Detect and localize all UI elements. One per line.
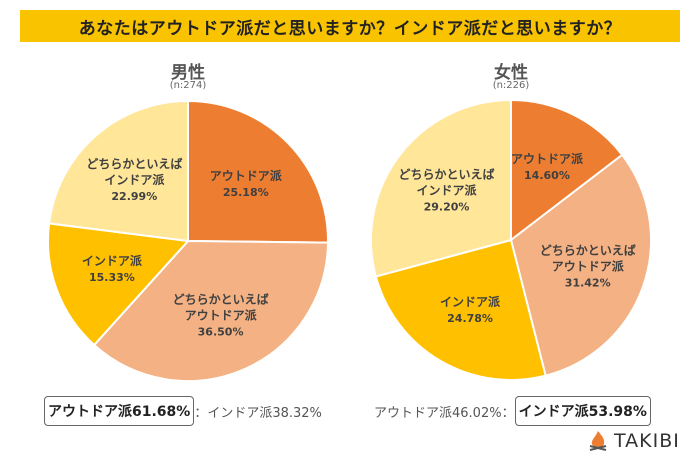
slice-label: どちらかといえばアウトドア派 31.42%: [540, 243, 636, 290]
pie-slice: [47, 222, 191, 347]
male-outdoor-total: アウトドア派61.68%: [44, 396, 195, 426]
takibi-logo: TAKIBI: [588, 430, 680, 452]
logo-text: TAKIBI: [614, 430, 680, 452]
male-chart-title: 男性: [171, 63, 205, 83]
pie-slice: [374, 238, 547, 381]
slice-label: インドア派 24.78%: [440, 295, 501, 325]
pie-slice: [187, 99, 329, 244]
slice-label: アウトドア派 14.60%: [511, 152, 584, 182]
pie-slice: [510, 98, 624, 243]
slice-label: どちらかといえばインドア派 29.20%: [399, 167, 495, 214]
slice-label: インドア派 15.33%: [82, 254, 143, 284]
title-bar: あなたはアウトドア派だと思いますか？インドア派だと思いますか？: [20, 10, 680, 42]
male-chart-subtitle: (n:274): [169, 80, 207, 91]
slice-label: アウトドア派 25.18%: [210, 169, 283, 199]
slice-label: どちらかといえばインドア派 22.99%: [86, 156, 182, 203]
female-indoor-total: インドア派53.98%: [514, 396, 651, 426]
page-title: あなたはアウトドア派だと思いますか？インドア派だと思いますか？: [78, 18, 622, 39]
pie-slice: [47, 99, 189, 243]
pie-slice: [509, 153, 652, 377]
pie-slice: [92, 239, 330, 382]
female-chart-subtitle: (n:226): [492, 80, 530, 91]
slice-label: どちらかといえばアウトドア派 36.50%: [173, 291, 269, 338]
campfire-icon: [589, 431, 607, 451]
female-chart-title: 女性: [494, 63, 528, 83]
female-separator: ：: [501, 405, 515, 421]
male-summary: アウトドア派61.68% ： インドア派38.32%: [44, 396, 322, 426]
male-indoor-total: インドア派38.32%: [207, 405, 322, 421]
female-outdoor-total: アウトドア派46.02%: [374, 405, 502, 421]
female-summary: アウトドア派46.02% ： インドア派53.98%: [374, 396, 651, 426]
male-separator: ：: [194, 405, 208, 421]
pie-slice: [370, 98, 512, 278]
